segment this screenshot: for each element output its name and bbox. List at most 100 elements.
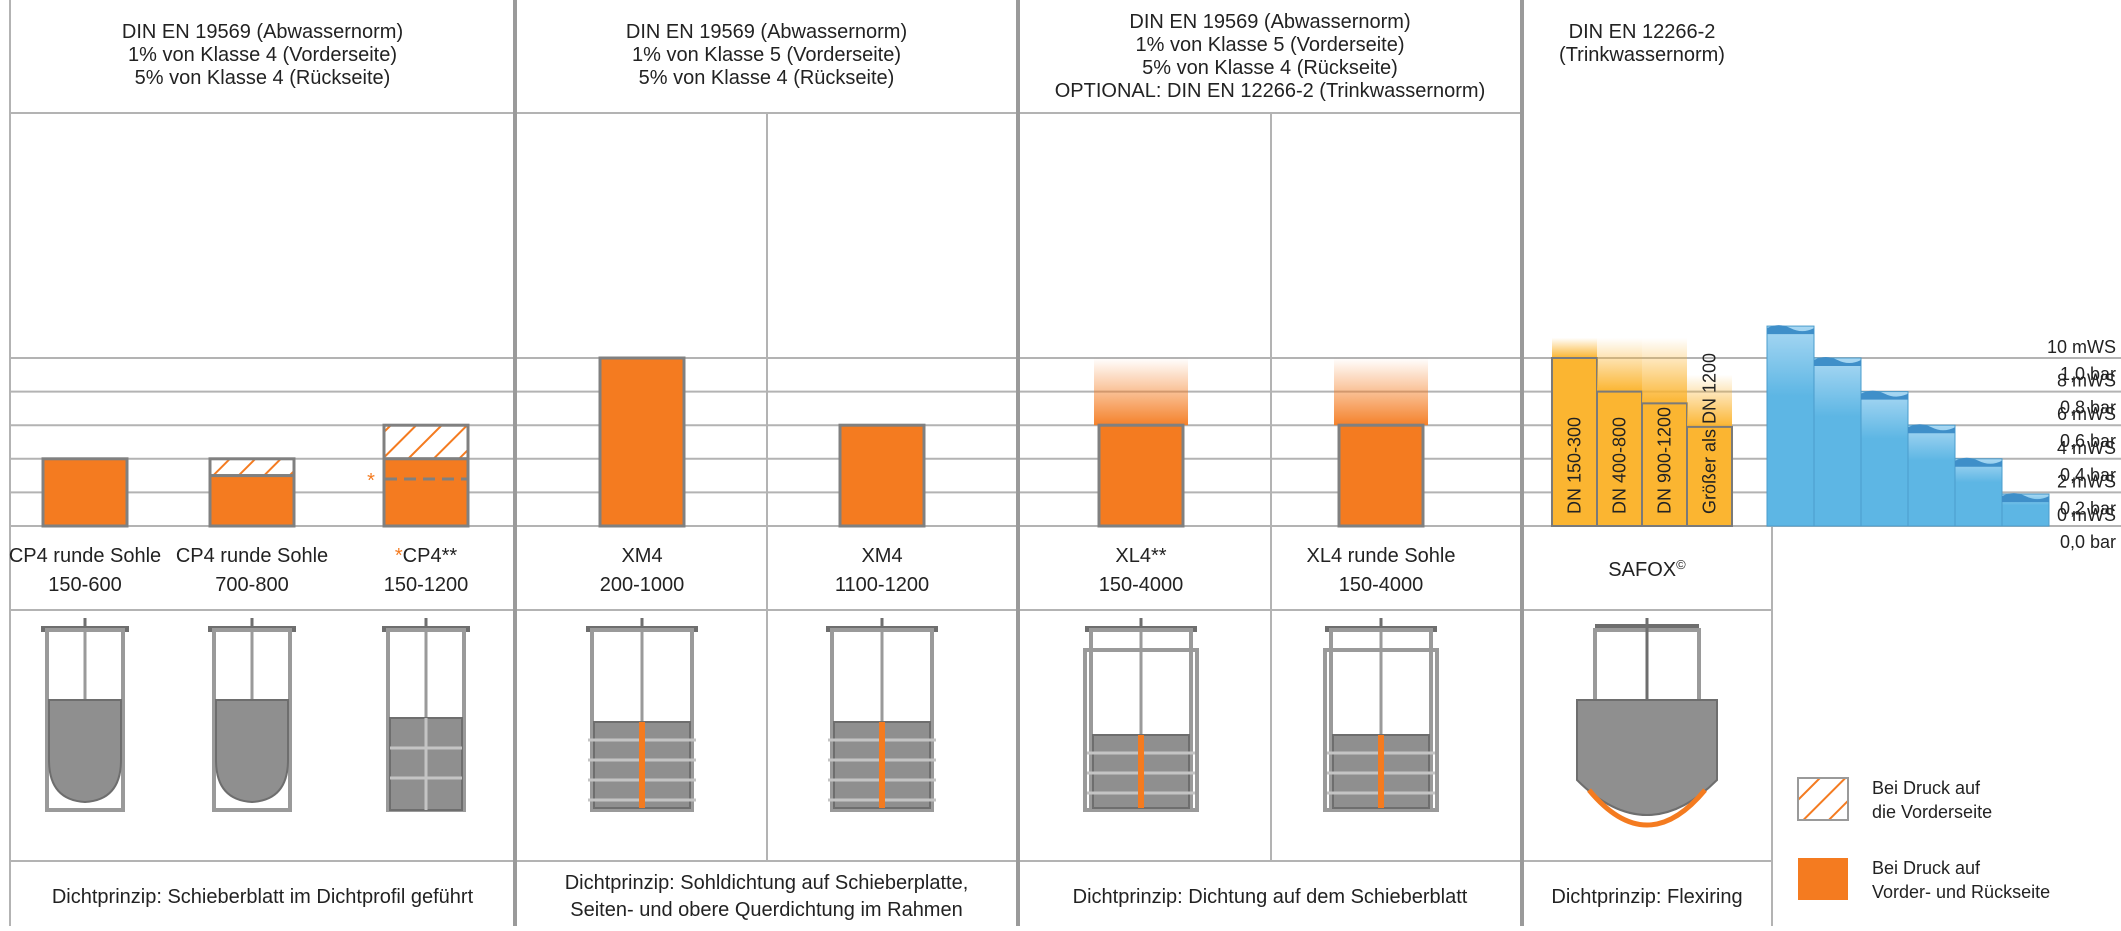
product-range: 150-1200 xyxy=(384,574,469,596)
section-header-line: 5% von Klasse 4 (Rückseite) xyxy=(639,67,895,89)
water-wave xyxy=(2002,493,2049,503)
water-wave xyxy=(1861,390,1908,400)
water-step xyxy=(1907,424,1956,527)
y-tick-bar: 0,8 bar xyxy=(2060,398,2116,418)
solid-bar xyxy=(1337,423,1425,528)
y-tick-mws: 2 mWS xyxy=(2057,471,2116,491)
gate-illustration xyxy=(382,618,470,812)
y-tick-bar: 1,0 bar xyxy=(2060,364,2116,384)
solid-bar xyxy=(41,457,129,528)
water-wave xyxy=(1908,424,1955,434)
section-footer: Dichtprinzip: Schieberblatt im Dichtprof… xyxy=(52,886,474,908)
solid-bar xyxy=(382,457,470,528)
product-name: XM4 xyxy=(861,545,902,567)
safox-bar xyxy=(1641,402,1688,527)
product-suffix: © xyxy=(1676,557,1686,572)
product-name: CP4 runde Sohle xyxy=(176,545,328,567)
gate-outer-frame xyxy=(1323,648,1439,812)
section-header-line: 5% von Klasse 4 (Rückseite) xyxy=(1142,57,1398,79)
y-tick-bar: 0,4 bar xyxy=(2060,465,2116,485)
safox-gradient xyxy=(1552,337,1597,358)
legend-solid-line1: Bei Druck auf xyxy=(1872,858,1981,878)
product-range: 150-600 xyxy=(48,574,121,596)
water-wave xyxy=(1767,325,1814,335)
gate-outer-frame xyxy=(1083,648,1199,812)
y-tick-bar: 0,0 bar xyxy=(2060,532,2116,552)
safox-gradient xyxy=(1597,337,1642,392)
gate-illustration xyxy=(586,618,698,812)
safox-bar-label: DN 150-300 xyxy=(1565,417,1585,514)
safox-bar-label: Größer als DN 1200 xyxy=(1700,353,1720,514)
section-header-line: 1% von Klasse 5 (Vorderseite) xyxy=(632,44,901,66)
product-range: 150-4000 xyxy=(1099,574,1184,596)
section-header-line: 5% von Klasse 4 (Rückseite) xyxy=(135,67,391,89)
optional-gradient-bar xyxy=(1334,358,1428,426)
water-wave xyxy=(1955,457,2002,467)
safox-gate-illustration xyxy=(1576,618,1718,828)
section-header-line: DIN EN 12266-2 xyxy=(1569,21,1716,43)
gate-illustration xyxy=(826,618,938,812)
flexiring-seal xyxy=(1587,788,1707,828)
y-tick-mws: 8 mWS xyxy=(2057,371,2116,391)
gate-seal xyxy=(879,722,885,808)
safox-bar-label: DN 900-1200 xyxy=(1655,407,1675,514)
y-tick-mws: 4 mWS xyxy=(2057,438,2116,458)
gate-illustration xyxy=(208,618,296,812)
gate-illustration xyxy=(41,618,129,812)
safox-bar xyxy=(1551,357,1598,527)
product-prefix: * xyxy=(395,545,403,567)
solid-bar xyxy=(838,423,926,528)
section-footer-line: Seiten- und obere Querdichtung im Rahmen xyxy=(570,899,962,921)
section-header-line: OPTIONAL: DIN EN 12266-2 (Trinkwassernor… xyxy=(1055,80,1485,102)
y-tick-bar: 0,6 bar xyxy=(2060,431,2116,451)
safox-gradient xyxy=(1687,374,1732,427)
legend-solid-line2: Vorder- und Rückseite xyxy=(1872,882,2050,902)
product-name: SAFOX© xyxy=(1608,557,1686,581)
optional-gradient-bar xyxy=(1094,358,1188,426)
product-range: 150-4000 xyxy=(1339,574,1424,596)
solid-bar xyxy=(598,356,686,528)
safox-gradient xyxy=(1642,337,1687,404)
gate-plate xyxy=(215,699,289,804)
product-name: XL4** xyxy=(1115,545,1166,567)
section-header-line: 1% von Klasse 4 (Vorderseite) xyxy=(128,44,397,66)
product-range: 700-800 xyxy=(215,574,288,596)
gate-plate xyxy=(48,699,122,804)
section-header-line: DIN EN 19569 (Abwassernorm) xyxy=(122,21,403,43)
hatched-bar xyxy=(382,423,470,461)
safox-bar xyxy=(1596,390,1643,527)
product-range: 200-1000 xyxy=(600,574,685,596)
water-step xyxy=(1954,458,2003,527)
hatched-bar xyxy=(208,457,296,478)
cp4-asterisk-marker: * xyxy=(367,470,375,492)
y-tick-mws: 6 mWS xyxy=(2057,404,2116,424)
legend-hatched-line2: die Vorderseite xyxy=(1872,802,1992,822)
safox-bar-label: DN 400-800 xyxy=(1610,417,1630,514)
section-header-line: (Trinkwassernorm) xyxy=(1559,44,1725,66)
y-tick-mws: 10 mWS xyxy=(2047,337,2116,357)
product-range: 1100-1200 xyxy=(835,574,929,596)
solid-bar xyxy=(208,474,296,528)
product-name: *CP4** xyxy=(395,545,457,567)
section-header-line: DIN EN 19569 (Abwassernorm) xyxy=(626,21,907,43)
legend-solid-swatch xyxy=(1798,858,1848,900)
section-footer: Dichtprinzip: Flexiring xyxy=(1551,886,1742,908)
water-step xyxy=(1813,357,1862,527)
section-header-line: DIN EN 19569 (Abwassernorm) xyxy=(1129,11,1410,33)
gate-seal xyxy=(639,722,645,808)
y-tick-bar: 0,2 bar xyxy=(2060,498,2116,518)
legend-hatched-swatch xyxy=(1797,777,1849,821)
water-step xyxy=(1766,325,1815,527)
product-name: CP4 runde Sohle xyxy=(9,545,161,567)
gate-seal xyxy=(1138,735,1144,808)
section-footer: Dichtprinzip: Dichtung auf dem Schieberb… xyxy=(1073,886,1468,908)
product-name: XL4 runde Sohle xyxy=(1306,545,1455,567)
product-name: XM4 xyxy=(621,545,662,567)
section-header-line: 1% von Klasse 5 (Vorderseite) xyxy=(1135,34,1404,56)
water-wave xyxy=(1814,357,1861,366)
water-step xyxy=(1860,391,1909,527)
legend-hatched-line1: Bei Druck auf xyxy=(1872,778,1981,798)
gate-seal xyxy=(1378,735,1384,808)
